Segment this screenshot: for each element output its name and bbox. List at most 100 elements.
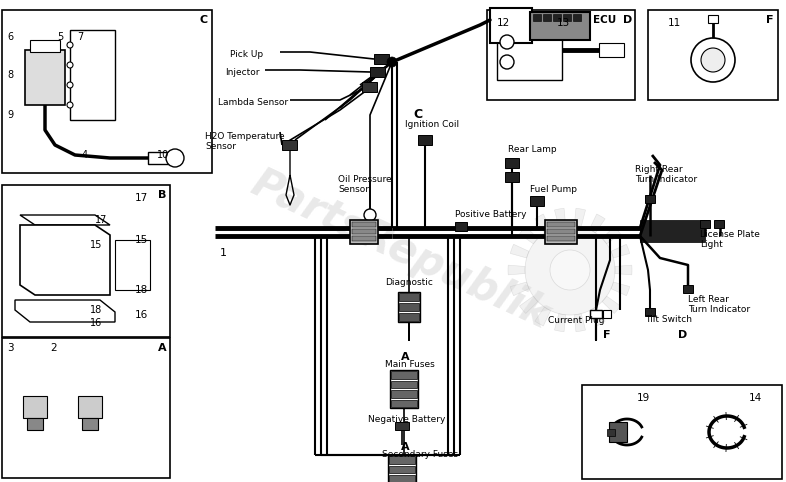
Polygon shape [575, 314, 586, 332]
Bar [25, 50, 65, 105]
Bar [388, 455, 416, 482]
Text: F: F [766, 15, 773, 25]
Circle shape [166, 149, 184, 167]
Text: 14: 14 [749, 393, 762, 403]
Bar [389, 456, 415, 464]
Bar [645, 195, 655, 203]
Text: License Plate
Light: License Plate Light [700, 230, 760, 249]
Polygon shape [510, 244, 529, 258]
Bar [545, 220, 577, 244]
Bar [714, 220, 724, 228]
Bar [708, 15, 718, 23]
Circle shape [364, 209, 376, 221]
Text: 4: 4 [82, 150, 88, 160]
Text: 15: 15 [90, 240, 102, 250]
Circle shape [550, 250, 590, 290]
Text: 3: 3 [7, 343, 13, 353]
Text: 8: 8 [7, 70, 13, 80]
Text: 6: 6 [7, 32, 13, 42]
Polygon shape [611, 282, 630, 296]
Text: ECU: ECU [593, 15, 616, 25]
Polygon shape [602, 296, 620, 313]
Text: Rear Lamp: Rear Lamp [508, 145, 556, 154]
Text: 19: 19 [637, 393, 650, 403]
Polygon shape [535, 214, 551, 233]
Text: Current Plug: Current Plug [548, 316, 604, 325]
Bar [27, 418, 43, 430]
Polygon shape [20, 215, 110, 225]
Bar [2, 185, 170, 337]
Text: Left Rear
Turn Indicator: Left Rear Turn Indicator [688, 295, 750, 314]
Circle shape [691, 38, 735, 82]
Bar [547, 229, 575, 234]
Text: Pick Up: Pick Up [230, 50, 263, 59]
Text: Right Rear
Turn Indicator: Right Rear Turn Indicator [635, 165, 697, 185]
Bar [487, 10, 635, 100]
Bar [395, 422, 409, 430]
Bar [391, 400, 417, 407]
Text: A: A [401, 442, 410, 452]
Text: 17: 17 [95, 215, 108, 225]
Bar [370, 67, 385, 77]
Bar [282, 140, 297, 150]
Text: C: C [413, 108, 422, 121]
Bar [700, 220, 710, 228]
Polygon shape [508, 265, 525, 275]
Circle shape [525, 225, 615, 315]
Bar [352, 222, 376, 227]
Bar [350, 220, 378, 244]
Bar [590, 310, 602, 318]
Text: 9: 9 [7, 110, 13, 120]
Text: A: A [401, 352, 410, 362]
Text: D: D [623, 15, 632, 25]
Bar [352, 236, 376, 241]
Text: 12: 12 [497, 18, 510, 28]
Text: B: B [158, 190, 167, 200]
Circle shape [67, 102, 73, 108]
Text: Lambda Sensor: Lambda Sensor [218, 98, 288, 107]
Polygon shape [554, 314, 566, 332]
Bar [563, 14, 571, 21]
Text: PartsRepublik: PartsRepublik [244, 162, 556, 337]
Bar [115, 240, 150, 290]
Bar [640, 220, 705, 242]
Text: 18: 18 [135, 285, 149, 295]
Bar [391, 380, 417, 388]
Bar [374, 54, 389, 64]
Circle shape [500, 55, 514, 69]
Polygon shape [602, 227, 620, 244]
Bar [645, 308, 655, 316]
Bar [505, 172, 519, 182]
Text: Oil Pressure
Sensor: Oil Pressure Sensor [338, 175, 391, 194]
Text: 18: 18 [90, 305, 102, 315]
Polygon shape [611, 244, 630, 258]
Text: Secondary Fuses: Secondary Fuses [382, 450, 458, 459]
Bar [582, 385, 782, 479]
Polygon shape [554, 208, 566, 227]
Text: 1: 1 [220, 248, 227, 258]
Bar [683, 285, 693, 293]
Text: 2: 2 [50, 343, 57, 353]
Bar [648, 10, 778, 100]
Bar [505, 158, 519, 168]
Bar [455, 222, 467, 231]
Circle shape [67, 82, 73, 88]
Bar [70, 30, 115, 120]
Text: 13: 13 [557, 18, 571, 28]
Bar [390, 370, 418, 408]
Bar [399, 313, 419, 321]
Text: Positive Battery: Positive Battery [455, 210, 527, 219]
Text: 7: 7 [77, 32, 83, 42]
Circle shape [500, 35, 514, 49]
Polygon shape [535, 307, 551, 326]
Text: Tilt Switch: Tilt Switch [645, 315, 692, 324]
Bar [607, 429, 615, 436]
Text: Injector: Injector [225, 68, 259, 77]
Bar [543, 14, 551, 21]
Bar [547, 222, 575, 227]
Bar [352, 229, 376, 234]
Text: Diagnostic: Diagnostic [385, 278, 433, 287]
Polygon shape [520, 227, 538, 244]
Bar [391, 390, 417, 398]
Text: A: A [158, 343, 167, 353]
